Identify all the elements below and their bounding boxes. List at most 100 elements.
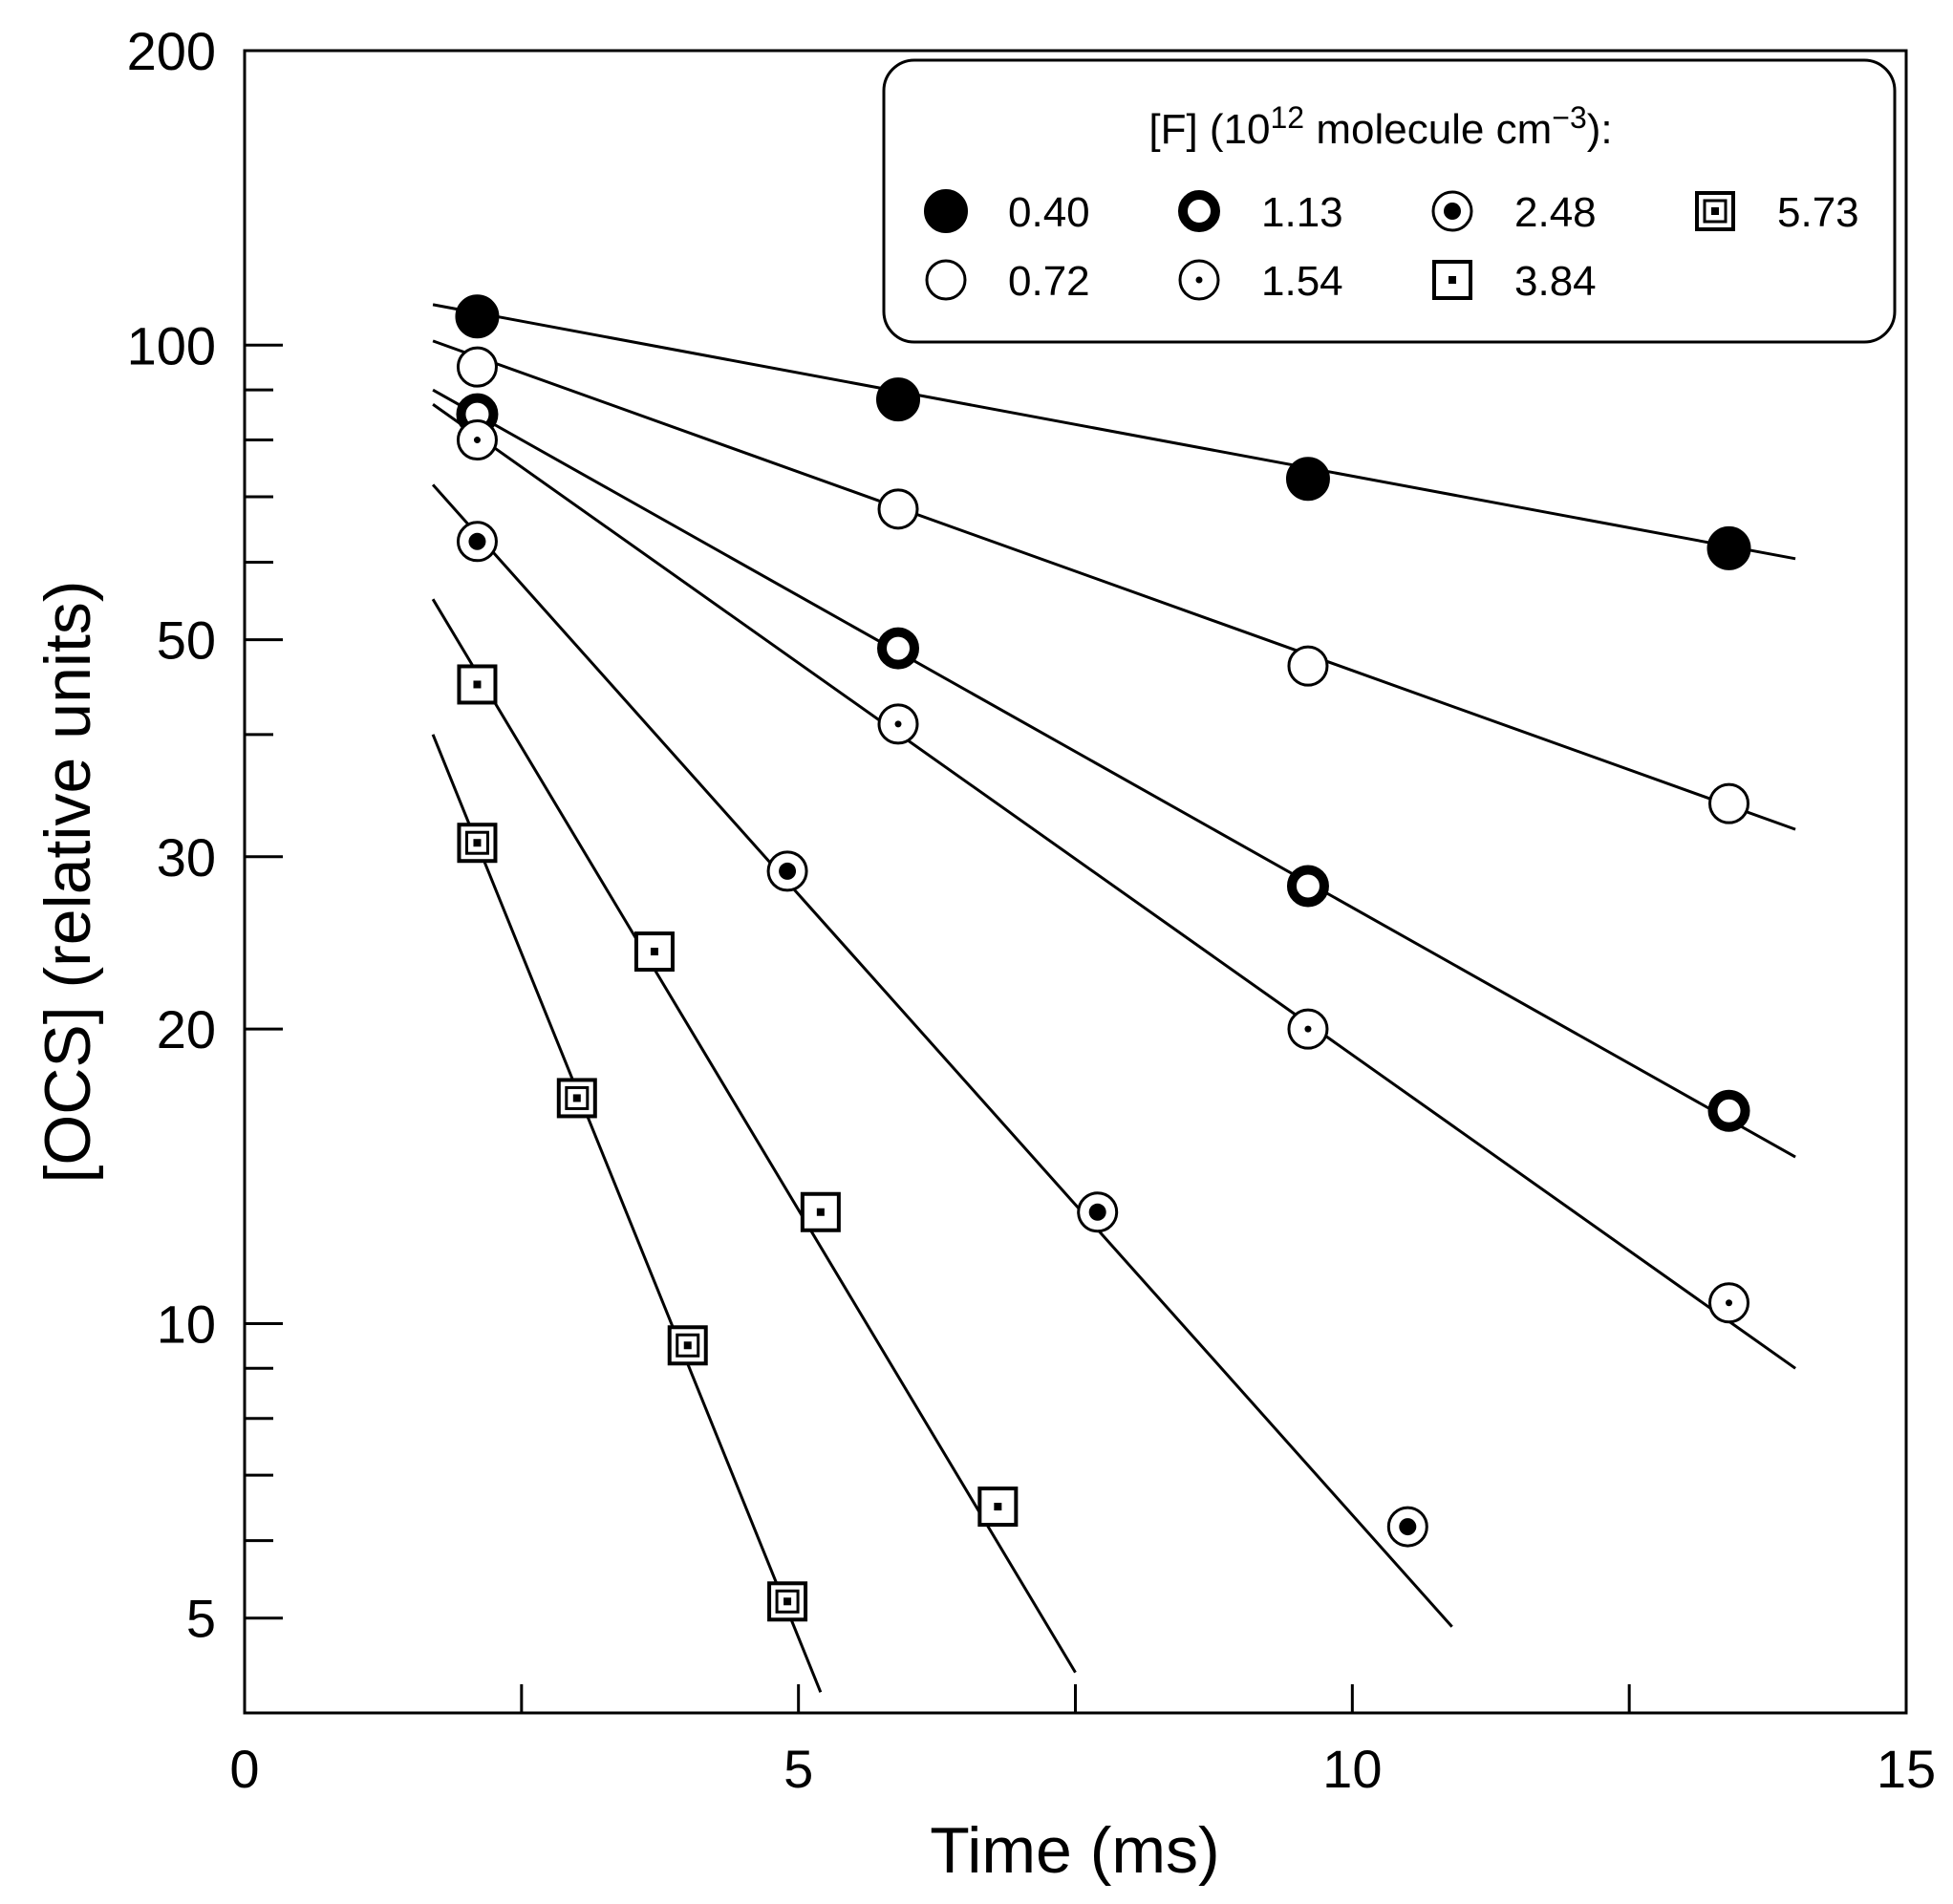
marker-disc [876,377,921,422]
marker-dot [650,948,658,956]
legend-item: 0.72 [925,258,1090,305]
x-tick-label: 10 [1322,1739,1382,1799]
marker-dot [1449,276,1456,284]
marker-dot [473,839,482,847]
legend-marker [1178,259,1220,301]
marker-dot [783,1597,792,1606]
data-point [1708,1282,1750,1324]
legend-marker [925,259,967,301]
y-tick-label: 100 [127,315,216,375]
marker-ring [1287,645,1329,687]
y-tick-label: 50 [157,610,216,671]
marker-dot [816,1208,825,1216]
data-point [455,294,500,339]
marker-dot [473,680,482,689]
legend-item: 3.84 [1432,258,1597,305]
marker-square [457,823,498,864]
marker-ring [1178,190,1220,232]
marker-square [556,1078,597,1119]
data-point [457,823,498,864]
data-point [876,377,921,422]
marker-dot [1726,1299,1733,1307]
y-tick-label: 30 [157,827,216,888]
data-point [767,1581,808,1622]
legend-label: 3.84 [1514,258,1597,305]
data-point [456,346,498,388]
data-point [457,664,498,705]
marker-ring [456,346,498,388]
marker-ring [1708,782,1750,824]
data-point [456,419,498,461]
data-point [1286,865,1329,908]
marker-disc [1706,525,1751,570]
data-point [877,627,920,670]
legend-label: 2.48 [1514,189,1597,236]
legend-item: 1.54 [1178,258,1343,305]
data-points [455,294,1751,1622]
marker-dot [572,1094,581,1102]
marker-disc [455,294,500,339]
marker-dot [1088,1203,1106,1221]
legend-marker [1178,190,1220,232]
x-tick-label: 5 [783,1739,813,1799]
data-point [766,850,808,892]
legend-marker [1431,190,1473,232]
marker-dot [894,720,902,728]
legend-label: 0.72 [1008,258,1090,305]
marker-dot [1711,207,1719,215]
legend-box [882,58,1897,344]
y-tick-label: 200 [127,21,216,81]
y-axis-label: [OCS] (relative units) [32,580,104,1183]
legend-marker [1432,260,1472,300]
fit-line [432,388,1796,1159]
marker-ring [1707,1089,1750,1132]
marker-dot [473,437,481,444]
fit-line [431,598,1077,1674]
fit-line [432,403,1796,1370]
legend: [F] (1012 molecule cm−3): 0.40 0.72 1.13 1.… [882,58,1897,344]
data-point [633,931,675,973]
fit-line [431,483,1453,1628]
marker-dot [683,1341,692,1350]
legend-title-exponent-2: −3 [1552,100,1586,135]
data-point [877,488,919,530]
marker-ring [925,259,967,301]
legend-item: 1.13 [1178,189,1343,236]
marker-square [1695,191,1735,231]
legend-label: 1.54 [1261,258,1343,305]
legend-item: 5.73 [1695,189,1859,236]
legend-title-exponent: 12 [1271,100,1305,135]
data-point [800,1191,841,1232]
x-axis: 0 5 10 15 [229,1684,1936,1799]
data-point [1386,1506,1428,1548]
y-axis: 5 10 20 30 50 100 200 [127,21,283,1649]
data-point [877,703,919,745]
marker-dot [468,532,486,550]
legend-items: 0.40 0.72 1.13 1.54 2.48 3.84 5.73 [924,189,1859,305]
legend-label: 1.13 [1261,189,1343,236]
marker-dot [779,862,797,880]
marker-ring [1286,865,1329,908]
marker-square [1432,260,1472,300]
legend-marker [1695,191,1735,231]
legend-title: [F] (1012 molecule cm−3): [1148,100,1612,153]
data-point [1706,525,1751,570]
data-point [1707,1089,1750,1132]
legend-marker [924,189,968,233]
marker-disc [924,189,968,233]
marker-ring [877,627,920,670]
marker-dot [1304,1025,1312,1033]
legend-label: 5.73 [1777,189,1859,236]
marker-dot [1399,1518,1417,1536]
legend-label: 0.40 [1008,189,1090,236]
x-axis-label: Time (ms) [930,1814,1219,1887]
fit-line [432,303,1796,561]
fit-line [432,339,1796,831]
data-point [556,1078,597,1119]
y-tick-label: 5 [186,1589,216,1649]
marker-dot [1195,276,1203,284]
legend-item: 2.48 [1431,189,1597,236]
data-point [1287,645,1329,687]
data-point [1708,782,1750,824]
